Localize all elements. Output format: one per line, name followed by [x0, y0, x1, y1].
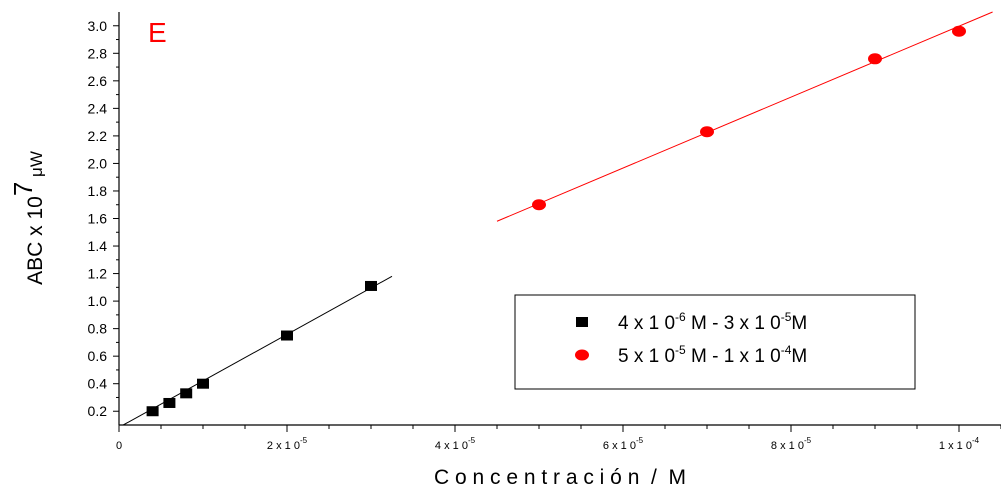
- legend-box: [514, 294, 916, 390]
- legend-label-series-1: 4 x 1 0-6 M - 3 x 1 0-5M: [618, 310, 807, 334]
- x-tick-label: 8 x 1 0-5: [771, 436, 812, 452]
- data-point-series-2: [952, 25, 966, 37]
- y-tick-label: 1.2: [88, 266, 108, 282]
- y-tick-label: 2.0: [88, 155, 108, 171]
- x-tick-label: 2 x 1 0-5: [267, 436, 308, 452]
- y-tick-label: 0.2: [88, 403, 108, 419]
- legend-marker-square: [576, 317, 588, 327]
- y-axis-label: ABC x 107 μW: [8, 151, 47, 285]
- y-tick-label: 1.6: [88, 211, 108, 227]
- panel-label: E: [148, 17, 167, 48]
- legend-label-series-2: 5 x 1 0-5 M - 1 x 1 0-4M: [618, 343, 807, 367]
- legend: 4 x 1 0-6 M - 3 x 1 0-5M 5 x 1 0-5 M - 1 …: [514, 294, 916, 390]
- data-point-series-1: [146, 406, 159, 417]
- data-point-series-1: [180, 388, 193, 399]
- y-tick-label: 2.6: [88, 73, 108, 89]
- data-point-series-1: [163, 397, 176, 408]
- y-tick-label: 0.8: [88, 321, 108, 337]
- data-point-series-2: [868, 53, 882, 65]
- y-tick-label: 1.0: [88, 293, 108, 309]
- y-tick-label: 2.8: [88, 45, 108, 61]
- y-tick-label: 0.6: [88, 348, 108, 364]
- y-tick-label: 2.2: [88, 128, 108, 144]
- x-tick-label: 0: [116, 440, 122, 452]
- y-tick-label: 0.4: [88, 376, 108, 392]
- x-tick-label: 1 x 1 0-4: [939, 436, 980, 452]
- data-points: [146, 25, 966, 417]
- axes: 0.2 0.4 0.6 0.8 1.0 1.2 1.4 1.6 1.8 2.0 2.2 2.4 2.6 2…: [88, 12, 1001, 452]
- data-point-series-2: [700, 126, 714, 138]
- y-axis-label-text: ABC x 107 μW: [8, 151, 47, 285]
- data-point-series-1: [365, 280, 377, 291]
- legend-marker-circle: [575, 349, 589, 361]
- x-axis-label: C o n c e n t r a c i ó n / M: [434, 466, 686, 489]
- x-tick-label: 4 x 1 0-5: [435, 436, 476, 452]
- y-tick-label: 3.0: [88, 18, 108, 34]
- data-point-series-1: [281, 330, 293, 341]
- x-tick-label: 6 x 1 0-5: [603, 436, 644, 452]
- fit-line-series-2: [496, 11, 993, 222]
- y-tick-label: 2.4: [88, 100, 108, 116]
- data-point-series-1: [197, 378, 209, 389]
- y-tick-label: 1.8: [88, 183, 108, 199]
- y-tick-label: 1.4: [88, 238, 108, 254]
- data-point-series-2: [532, 199, 546, 211]
